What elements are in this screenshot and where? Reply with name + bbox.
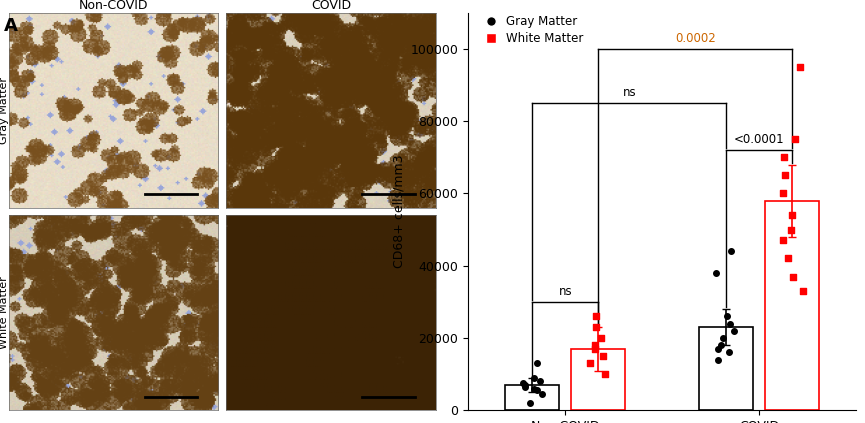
Point	[777, 154, 791, 161]
Point	[724, 248, 738, 255]
Text: ns: ns	[623, 86, 636, 99]
Point	[781, 255, 795, 262]
Point	[535, 391, 548, 398]
Point	[796, 288, 810, 294]
Text: A: A	[4, 17, 18, 35]
Point	[588, 346, 602, 352]
Point	[793, 63, 807, 70]
Title: Non-COVID: Non-COVID	[79, 0, 148, 11]
Point	[583, 360, 597, 367]
Point	[712, 346, 726, 352]
Point	[518, 383, 532, 390]
Point	[528, 374, 541, 381]
Point	[518, 382, 532, 388]
Bar	[571, 349, 625, 410]
Bar	[766, 201, 819, 410]
Point	[777, 237, 791, 244]
Point	[530, 387, 544, 394]
Point	[721, 349, 735, 356]
Point	[788, 136, 802, 143]
Bar	[699, 327, 753, 410]
Text: 0.0002: 0.0002	[675, 32, 715, 45]
Y-axis label: White Matter: White Matter	[0, 277, 10, 349]
Legend: Gray Matter, White Matter: Gray Matter, White Matter	[474, 11, 588, 49]
Point	[778, 172, 792, 179]
Point	[727, 327, 741, 334]
Point	[533, 378, 547, 385]
Point	[593, 335, 607, 341]
Point	[776, 190, 790, 197]
Y-axis label: CD68+ cells/mm3: CD68+ cells/mm3	[392, 155, 405, 268]
Point	[599, 371, 612, 378]
Point	[597, 353, 611, 360]
Point	[528, 385, 541, 392]
Text: ns: ns	[559, 285, 572, 298]
Point	[721, 313, 734, 320]
Bar	[505, 385, 560, 410]
Y-axis label: Gray Matter: Gray Matter	[0, 77, 10, 144]
Title: COVID: COVID	[311, 0, 351, 11]
Point	[588, 342, 602, 349]
Point	[589, 324, 603, 330]
Point	[516, 380, 529, 387]
Point	[714, 342, 727, 349]
Point	[785, 226, 798, 233]
Point	[529, 360, 543, 367]
Point	[715, 335, 729, 341]
Text: <0.0001: <0.0001	[734, 133, 785, 146]
Point	[589, 313, 603, 320]
Point	[711, 356, 725, 363]
Point	[522, 400, 536, 407]
Point	[786, 273, 800, 280]
Point	[709, 269, 723, 276]
Point	[785, 212, 798, 219]
Point	[723, 320, 737, 327]
